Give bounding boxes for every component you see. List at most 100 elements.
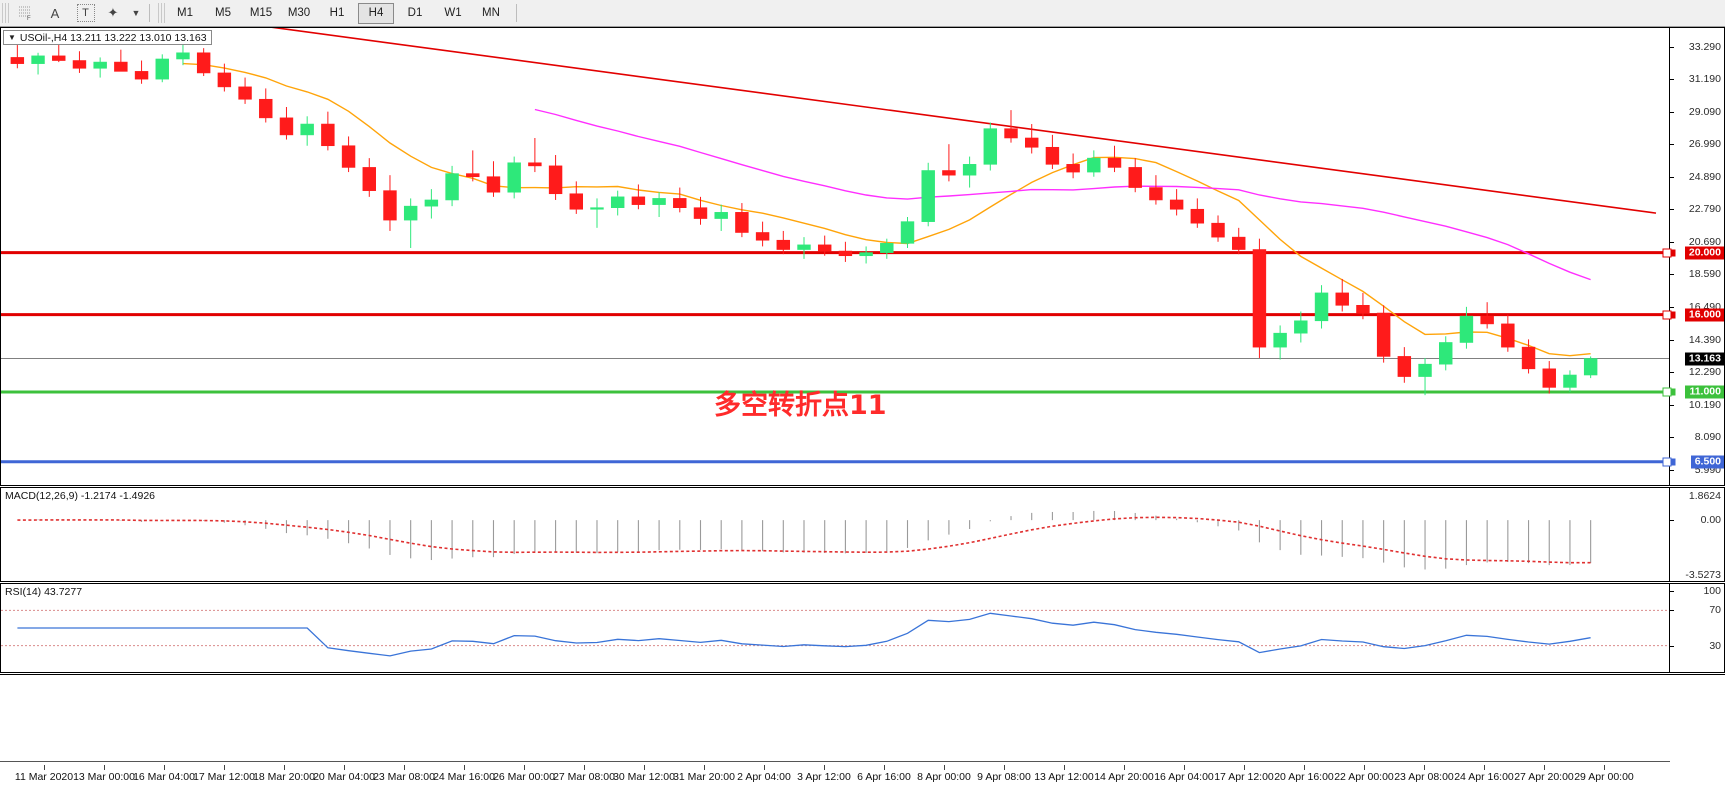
time-axis-tick [704, 765, 705, 770]
price-chart-pane[interactable]: 33.290 31.190 29.090 26.990 24.890 22.790 20.6… [0, 27, 1725, 486]
time-axis-tick [1544, 765, 1545, 770]
price-axis-label: 29.090 [1688, 105, 1721, 118]
price-axis-label: 18.590 [1688, 268, 1721, 281]
time-axis-tick [584, 765, 585, 770]
macd-axis-label: 1.8624 [1688, 490, 1721, 502]
chart-annotation: 多空转折点11 [714, 390, 887, 421]
time-axis-label: 30 Mar 12:00 [613, 771, 675, 783]
time-axis-label: 16 Apr 04:00 [1154, 771, 1214, 783]
time-axis[interactable]: 11 Mar 2020 13 Mar 00:00 16 Mar 04:00 17 Ma… [0, 674, 1725, 790]
timeframe-m15[interactable]: M15 [249, 6, 273, 19]
timeframe-d1[interactable]: D1 [407, 6, 423, 19]
rsi-pane[interactable]: 100 70 30 RSI(14) 43.7277 [0, 583, 1725, 673]
price-plot-area[interactable] [1, 28, 1669, 485]
time-axis-label: 20 Mar 04:00 [313, 771, 375, 783]
timeframe-h4[interactable]: H4 [358, 2, 394, 24]
time-axis-tick [1244, 765, 1245, 770]
timeframe-grip[interactable] [158, 3, 166, 23]
timeframe-h1[interactable]: H1 [329, 6, 345, 19]
macd-axis: 1.8624 0.00 -3.5273 [1669, 488, 1724, 581]
rsi-title: RSI(14) 43.7277 [5, 586, 83, 598]
price-axis-tick [1670, 372, 1674, 374]
time-axis-tick [1004, 765, 1005, 770]
macd-plot-area[interactable] [1, 488, 1669, 581]
support-11-tag[interactable]: 11.000 [1685, 385, 1724, 399]
price-axis-tick [1670, 339, 1674, 341]
time-axis-tick [944, 765, 945, 770]
resistance-20-line-handle[interactable] [1662, 248, 1672, 258]
price-candles-svg [1, 28, 1669, 464]
support-65-line-handle[interactable] [1662, 457, 1672, 467]
symbol-dropdown-icon[interactable]: ▼ [8, 33, 16, 42]
price-axis-label: 20.690 [1688, 235, 1721, 248]
rsi-axis-label: 70 [1709, 604, 1721, 617]
macd-svg [17, 510, 1592, 570]
dropdown-arrow-icon[interactable]: ▼ [131, 8, 141, 18]
price-axis-tick [1670, 144, 1674, 146]
time-axis-label: 11 Mar 2020 [14, 771, 74, 783]
price-axis-tick [1670, 469, 1674, 471]
symbol-info-text: USOil-,H4 13.211 13.222 13.010 13.163 [19, 31, 207, 44]
time-axis-label: 9 Apr 08:00 [977, 771, 1031, 783]
price-axis-tick [1670, 176, 1674, 178]
time-axis-label: 27 Mar 08:00 [553, 771, 615, 783]
time-axis-tick [1184, 765, 1185, 770]
time-axis-label: 29 Apr 00:00 [1574, 771, 1634, 783]
time-axis-label: 16 Mar 04:00 [133, 771, 195, 783]
toolbar-grip[interactable] [2, 3, 10, 23]
price-axis-tick [1670, 209, 1674, 211]
time-axis-tick [1424, 765, 1425, 770]
price-axis-tick [1670, 274, 1674, 276]
rsi-plot-area[interactable] [1, 584, 1669, 672]
time-axis-label: 20 Apr 16:00 [1274, 771, 1334, 783]
time-axis-tick [1364, 765, 1365, 770]
symbol-info-bar[interactable]: ▼ USOil-,H4 13.211 13.222 13.010 13.163 [3, 30, 212, 45]
objects-icon[interactable]: ✦ [107, 5, 119, 20]
time-axis-tick [1124, 765, 1125, 770]
time-axis-label: 6 Apr 16:00 [857, 771, 911, 783]
resistance-16-tag[interactable]: 16.000 [1684, 308, 1724, 322]
price-axis-label: 26.990 [1688, 138, 1721, 151]
time-axis-tick [1484, 765, 1485, 770]
support-11-line-handle[interactable] [1662, 387, 1672, 397]
time-axis-tick [1604, 765, 1605, 770]
timeframe-m1[interactable]: M1 [177, 6, 193, 19]
time-axis-label: 14 Apr 20:00 [1094, 771, 1154, 783]
resistance-16-line-handle[interactable] [1662, 310, 1672, 320]
timeframe-m5[interactable]: M5 [215, 6, 231, 19]
toolbar-divider [149, 4, 150, 22]
crosshair-f-icon[interactable]: F [13, 2, 39, 24]
macd-pane[interactable]: 1.8624 0.00 -3.5273 MACD(12,26,9) -1.2174 … [0, 487, 1725, 582]
timeframe-mn[interactable]: MN [482, 6, 500, 19]
text-label-icon[interactable]: T [71, 2, 97, 24]
timeframe-w1[interactable]: W1 [444, 6, 462, 19]
resistance-20-tag[interactable]: 20.000 [1684, 246, 1724, 260]
timeframe-m30[interactable]: M30 [287, 6, 311, 19]
time-axis-label: 26 Mar 00:00 [493, 771, 555, 783]
rsi-axis-tick [1670, 645, 1674, 647]
time-axis-tick [524, 765, 525, 770]
price-axis[interactable]: 33.290 31.190 29.090 26.990 24.890 22.790 20.6… [1667, 28, 1724, 485]
price-axis-label: 14.390 [1688, 333, 1721, 346]
macd-axis-label: 0.00 [1700, 514, 1721, 527]
time-axis-tick [224, 765, 225, 770]
time-axis-label: 2 Apr 04:00 [737, 771, 791, 783]
time-axis-tick [884, 765, 885, 770]
time-axis-label: 17 Mar 12:00 [193, 771, 255, 783]
time-axis-tick [464, 765, 465, 770]
price-axis-tick [1670, 79, 1674, 81]
text-a-icon[interactable]: A [50, 5, 60, 21]
time-axis-tick [404, 765, 405, 770]
time-axis-label: 13 Mar 00:00 [73, 771, 135, 783]
price-axis-tick [1670, 111, 1674, 113]
price-axis-label: 10.190 [1688, 398, 1721, 411]
time-axis-label: 23 Mar 08:00 [373, 771, 435, 783]
svg-text:F: F [27, 16, 31, 21]
timeframe-group: M1 M5 M15 M30 H1 H4 D1 W1 MN [166, 2, 510, 24]
current-price-tag[interactable]: 13.163 [1684, 352, 1724, 366]
support-65-tag[interactable]: 6.500 [1690, 455, 1724, 469]
time-axis-tick [44, 765, 45, 770]
price-axis-label: 22.790 [1688, 203, 1721, 216]
time-axis-label: 18 Mar 20:00 [253, 771, 315, 783]
price-axis-tick [1670, 307, 1674, 308]
